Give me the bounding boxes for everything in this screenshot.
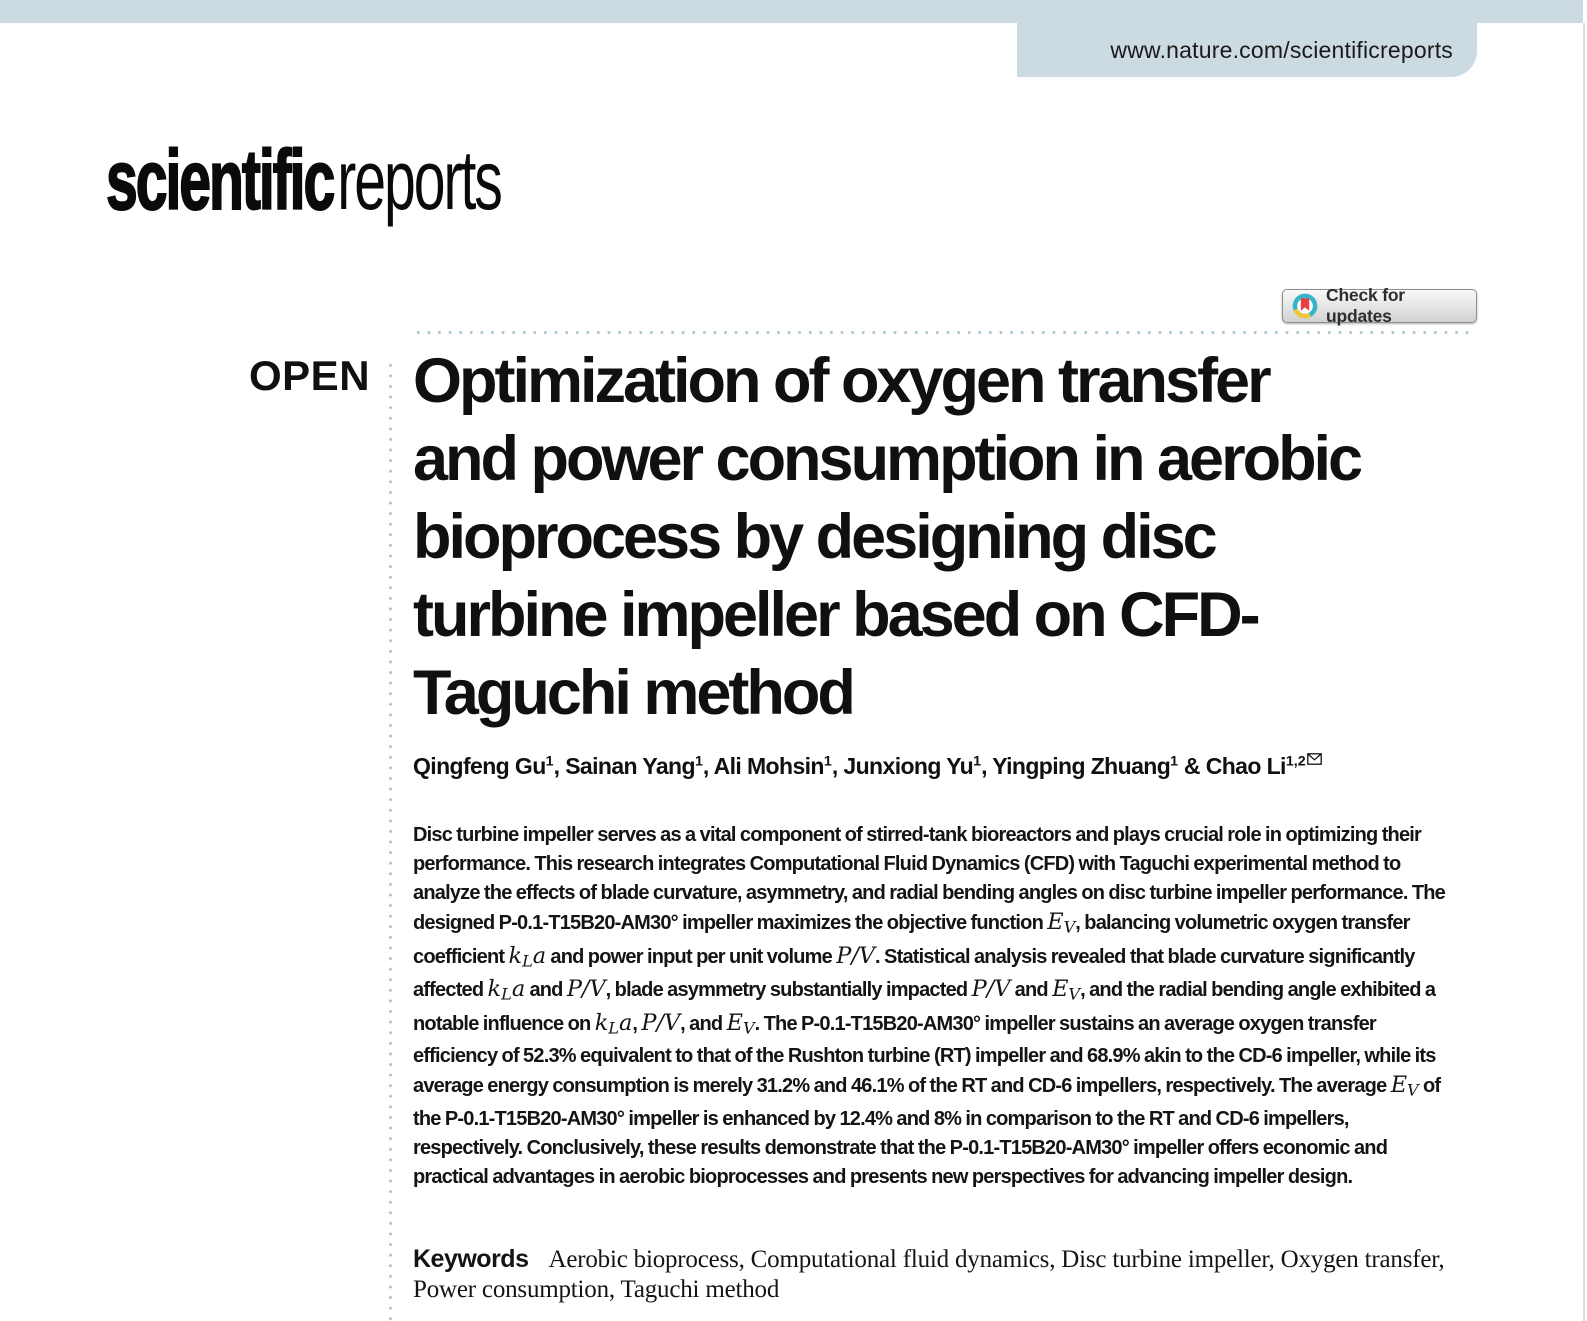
scientific-reports-logo: scientificreports xyxy=(105,137,503,223)
math-expression: EV xyxy=(1390,1072,1419,1100)
journal-url-tab[interactable]: www.nature.com/scientificreports xyxy=(1017,23,1477,77)
math-expression: kLa xyxy=(594,1009,633,1038)
logo-word-reports: reports xyxy=(337,133,503,227)
title-top-dotted-divider xyxy=(413,330,1475,335)
check-for-updates-button[interactable]: Check for updates xyxy=(1282,285,1477,326)
logo-word-scientific: scientific xyxy=(105,133,336,227)
corresponding-author-email-icon[interactable] xyxy=(1306,753,1322,769)
keywords-block: Keywords Aerobic bioprocess, Computationa… xyxy=(413,1244,1473,1305)
keywords-label: Keywords xyxy=(413,1245,529,1273)
title-line: turbine impeller based on CFD- xyxy=(413,580,1261,650)
math-expression: P/V xyxy=(566,976,606,1003)
keywords-text: Aerobic bioprocess, Computational fluid … xyxy=(413,1246,1445,1303)
math-expression: EV xyxy=(1052,976,1081,1004)
article-title: Optimization of oxygen transfer and powe… xyxy=(413,342,1475,732)
title-line: bioprocess by designing disc xyxy=(413,502,1218,572)
math-expression: P/V xyxy=(971,976,1011,1003)
title-line: and power consumption in aerobic xyxy=(413,424,1363,494)
math-expression: kLa xyxy=(487,976,526,1004)
title-line: Optimization of oxygen transfer xyxy=(413,346,1272,416)
abstract-text: Disc turbine impeller serves as a vital … xyxy=(413,824,1446,1188)
top-banner xyxy=(0,0,1583,23)
math-expression: P/V xyxy=(836,942,876,969)
open-access-label: OPEN xyxy=(249,352,371,399)
page-edge-line xyxy=(1583,23,1585,1321)
crossmark-icon xyxy=(1292,293,1318,319)
title-line: Taguchi method xyxy=(413,658,856,728)
author-list: Qingfeng Gu1, Sainan Yang1, Ali Mohsin1,… xyxy=(413,753,1475,780)
math-expression: P/V xyxy=(641,1009,681,1036)
journal-url[interactable]: www.nature.com/scientificreports xyxy=(1110,36,1453,63)
check-for-updates-label: Check for updates xyxy=(1326,285,1405,326)
math-expression: EV xyxy=(1047,909,1076,937)
math-expression: kLa xyxy=(508,942,547,971)
math-expression: EV xyxy=(726,1009,755,1038)
title-left-dotted-divider xyxy=(388,360,393,1321)
